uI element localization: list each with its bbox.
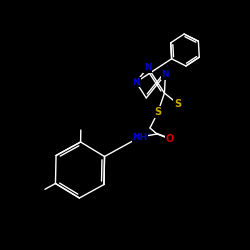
Text: N: N [144, 63, 152, 72]
Text: S: S [174, 99, 181, 109]
Text: N: N [132, 78, 140, 87]
Text: NH: NH [132, 132, 148, 141]
Text: N: N [162, 70, 169, 79]
Text: S: S [154, 107, 162, 117]
Text: O: O [166, 134, 174, 144]
